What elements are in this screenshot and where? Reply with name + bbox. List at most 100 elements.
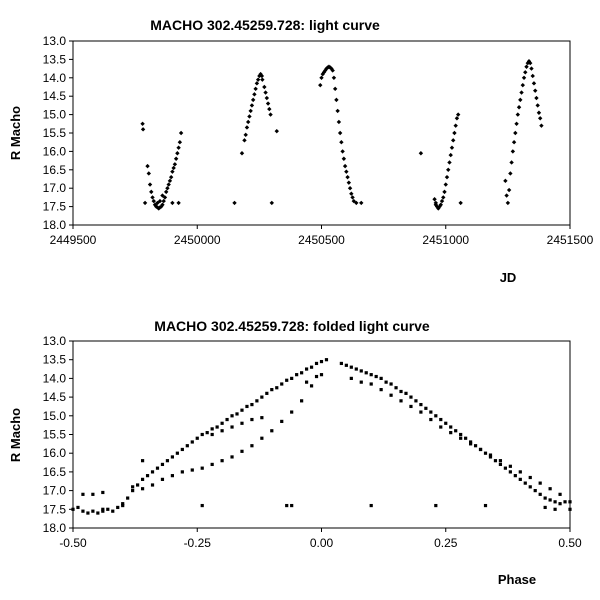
data-point	[349, 191, 354, 196]
y-tick-label: 16.5	[43, 465, 67, 479]
data-point	[205, 431, 209, 435]
data-point	[409, 404, 413, 409]
data-point	[340, 149, 345, 154]
data-point	[449, 145, 455, 150]
data-point	[543, 496, 547, 500]
data-point	[535, 103, 540, 108]
data-point	[369, 373, 373, 377]
y-tick-label: 15.0	[43, 108, 67, 122]
data-point	[455, 112, 461, 117]
data-point	[101, 490, 105, 495]
chart-title: MACHO 302.45259.728: folded light curve	[154, 318, 430, 334]
data-point	[439, 417, 443, 422]
data-point	[136, 483, 140, 487]
data-point	[111, 509, 115, 513]
data-point	[76, 505, 80, 510]
data-point	[399, 399, 403, 403]
data-point	[518, 477, 522, 481]
data-point	[146, 171, 151, 176]
data-point	[167, 178, 173, 184]
data-point	[530, 73, 535, 79]
data-point	[488, 453, 493, 457]
data-point	[91, 509, 95, 513]
data-point	[439, 198, 445, 204]
y-tick-label: 13.5	[43, 353, 67, 367]
data-point	[300, 399, 304, 403]
y-tick-label: 17.5	[43, 502, 67, 516]
data-point	[515, 112, 521, 117]
data-point	[190, 468, 194, 472]
data-point	[240, 408, 244, 412]
data-point	[454, 429, 458, 433]
data-point	[262, 84, 267, 90]
data-point	[248, 108, 253, 114]
data-point	[210, 462, 214, 467]
data-point	[290, 503, 294, 508]
data-point	[160, 202, 165, 207]
data-point	[459, 432, 463, 437]
data-point	[442, 189, 447, 195]
y-tick-label: 16.0	[43, 446, 67, 460]
data-point	[379, 388, 383, 392]
data-point	[255, 399, 259, 403]
y-tick-label: 14.5	[43, 390, 67, 404]
data-points	[71, 358, 572, 515]
data-point	[513, 130, 518, 136]
data-point	[505, 200, 511, 206]
data-point	[516, 105, 522, 110]
data-point	[359, 200, 364, 206]
data-point	[260, 436, 264, 440]
data-point	[171, 165, 176, 171]
data-point	[180, 470, 184, 474]
data-point	[160, 462, 165, 467]
data-point	[346, 180, 352, 185]
data-point	[232, 200, 237, 206]
y-tick-label: 15.0	[43, 409, 67, 423]
data-point	[319, 373, 324, 377]
y-tick-label: 17.5	[43, 200, 67, 214]
y-tick-label: 14.5	[43, 89, 67, 103]
y-tick-label: 18.0	[43, 218, 67, 232]
data-point	[245, 119, 251, 125]
x-tick-label: 2450500	[298, 233, 345, 247]
data-point	[314, 361, 319, 366]
data-point	[464, 436, 468, 440]
data-point	[446, 167, 451, 172]
data-point	[230, 425, 234, 429]
data-point	[151, 198, 156, 204]
data-point	[140, 127, 146, 132]
data-point	[149, 189, 154, 195]
data-point	[503, 178, 508, 184]
data-point	[337, 130, 343, 136]
data-point	[488, 455, 493, 459]
data-point	[419, 402, 423, 407]
data-point	[523, 481, 527, 485]
data-point	[483, 503, 488, 508]
data-point	[170, 169, 175, 174]
data-point	[399, 389, 403, 394]
data-point	[534, 95, 539, 101]
data-point	[185, 444, 189, 448]
data-point	[161, 198, 166, 204]
data-point	[150, 483, 155, 487]
chart-title: MACHO 302.45259.728: light curve	[150, 17, 380, 33]
data-point	[101, 507, 105, 511]
data-point	[239, 151, 245, 156]
data-point	[160, 477, 165, 481]
data-point	[150, 470, 155, 474]
data-point	[195, 436, 199, 440]
data-point	[459, 436, 463, 440]
data-point	[510, 149, 516, 154]
data-point	[190, 440, 194, 444]
data-point	[514, 121, 519, 126]
data-point	[444, 421, 448, 425]
data-point	[553, 500, 557, 504]
x-axis-label: Phase	[498, 572, 536, 587]
data-point	[91, 492, 95, 496]
data-point	[267, 106, 272, 112]
data-point	[250, 444, 254, 448]
data-point	[230, 414, 234, 418]
data-point	[533, 88, 538, 93]
data-point	[504, 193, 509, 198]
data-point	[175, 151, 180, 156]
